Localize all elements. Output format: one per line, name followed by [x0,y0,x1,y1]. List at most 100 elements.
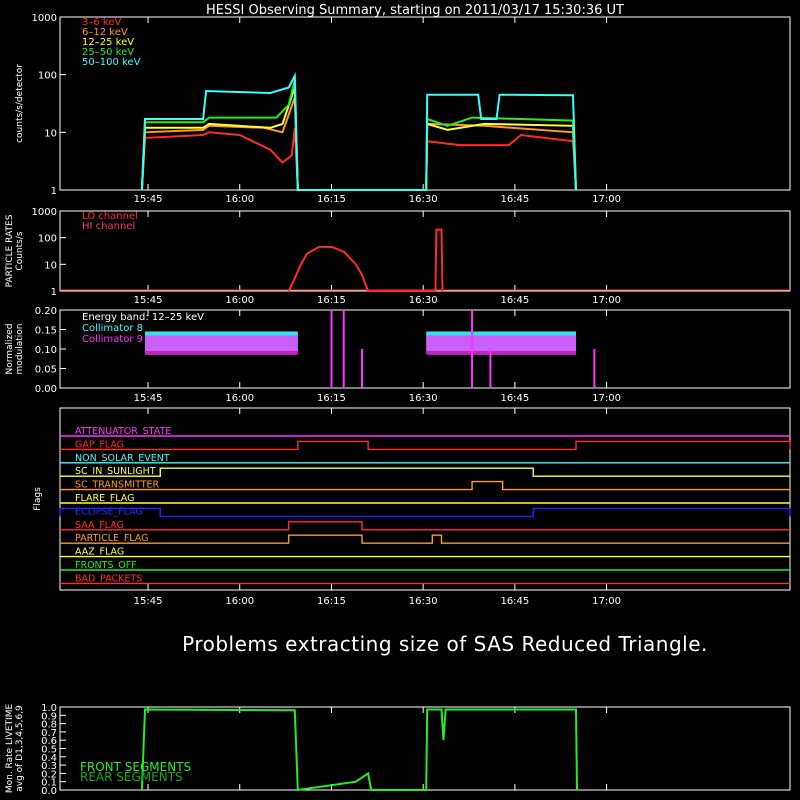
count-rates-frame [59,16,791,191]
y-tick-label: 0.05 [35,365,57,376]
legend-1: REAR SEGMENTS [80,770,183,784]
y-tick-label: 100 [38,71,57,82]
x-tick-label: 16:45 [500,295,529,306]
count-rates-ylabel: counts/s/detector [15,64,25,143]
flag-label: ECLIPSE_FLAG [75,506,143,517]
legend-25-50: 25–50 keV [82,47,134,58]
chart-title: HESSI Observing Summary, starting on 201… [206,3,624,18]
y-tick-label: 0.2 [41,769,57,780]
flag-label: SC_TRANSMITTER [75,480,160,491]
series-50-100 [140,72,577,191]
x-tick-label: 16:30 [409,596,438,607]
panel-livetime: 0.00.10.20.30.40.50.60.70.80.91.0 Mon. Ra… [5,703,791,797]
y-tick-label: 1 [51,186,57,197]
panel-modulation: 0.00 0.05 0.10 0.15 0.20 15:45 16:00 16:15 16:30… [5,306,791,404]
y-tick-label: 1 [51,287,57,298]
flag-label: SAA_FLAG [75,520,124,531]
y-tick-label: 1.0 [41,703,57,714]
y-tick-label: 0.9 [41,711,57,722]
flag-label: ATTENUATOR_STATE [75,426,171,437]
x-tick-label: 16:30 [409,393,438,404]
series-12-25 [140,87,577,191]
flags-frame [59,407,791,591]
panel-particle-rates: 1 10 100 1000 15:45 16:00 16:15 16:30 16:45 17:00… [5,207,791,306]
x-tick-label: 16:30 [409,295,438,306]
legend-1: HI channel [82,221,135,232]
x-tick-label: 17:00 [592,393,621,404]
x-tick-label: 16:15 [317,393,346,404]
flag-line [60,467,790,477]
flag-label: PARTICLE_FLAG [75,533,148,544]
y-tick-label: 0.00 [35,384,57,395]
x-tick-label: 17:00 [592,194,621,205]
legend-3-6: 3–6 keV [82,17,121,28]
panel-count-rates: 1 10 100 1000 15:45 16:00 16:15 16:30 16:45 17:00… [15,13,791,205]
series-25-50 [140,80,577,191]
flag-line [60,521,790,531]
y-tick-label: 10 [44,260,57,271]
panel-flags: 15:45 16:00 16:15 16:30 16:45 17:00 Flags ATTEN… [33,407,791,607]
livetime-ylabel-line: avg of D1,3,4,5,6,9 [15,705,25,792]
x-tick-label: 16:15 [317,295,346,306]
flag-label: FRONTS_OFF [75,560,137,571]
legend-0: FRONT SEGMENTS [80,760,191,774]
y-tick-label: 0.15 [35,326,57,337]
x-tick-label: 15:45 [134,295,163,306]
series-lo-channel [287,228,444,292]
flags-ylabel-line: Flags [33,487,43,511]
x-tick-label: 15:45 [134,393,163,404]
particle-rates-ylabel: PARTICLE RATES Counts/s [5,214,25,287]
y-tick-label: 0.20 [35,306,57,317]
legend-50-100: 50–100 keV [82,57,141,68]
y-tick-label: 0.0 [41,786,57,797]
legend-6-12: 6–12 keV [82,27,128,38]
legend-50-100: Collimator 8 [82,323,143,334]
legend-12-25: 12–25 keV [82,37,134,48]
count-rates-ylabel-line: counts/s/detector [15,64,25,143]
flag-label: GAP_FLAG [75,439,124,450]
flag-line [59,507,791,518]
flag-line [60,534,790,544]
y-tick-label: 0.6 [41,736,57,747]
x-tick-label: 17:00 [592,295,621,306]
series-3-6 [140,127,577,191]
livetime-ylabel-line: Mon. Rate LIVETIME [5,704,15,794]
particle-rates-ylabel-line: Counts/s [15,231,25,270]
x-tick-label: 16:15 [317,596,346,607]
x-tick-label: 17:00 [592,596,621,607]
modulation-ylabel: Normalized modulation [5,323,25,374]
x-tick-label: 16:00 [225,295,254,306]
x-tick-label: 16:00 [225,194,254,205]
x-tick-label: 15:45 [134,596,163,607]
x-tick-label: 16:15 [317,194,346,205]
y-tick-label: 10 [44,128,57,139]
x-tick-label: 16:45 [500,194,529,205]
x-tick-label: 15:45 [134,194,163,205]
flag-label: SC_IN_SUNLIGHT [75,466,156,477]
y-tick-label: 0.4 [41,753,57,764]
flag-label: NON_SOLAR_EVENT [75,453,170,464]
y-tick-label: 1000 [32,13,57,24]
livetime-ylabel: Mon. Rate LIVETIME avg of D1,3,4,5,6,9 [5,704,25,794]
modulation-band-magenta [426,335,577,355]
x-tick-label: 16:30 [409,194,438,205]
y-tick-label: 1000 [32,207,57,218]
legend-0: LO channel [82,211,138,222]
y-tick-label: 0.7 [41,728,57,739]
flags-ylabel: Flags [33,487,43,511]
x-tick-label: 16:00 [225,393,254,404]
y-tick-label: 0.5 [41,745,57,756]
x-tick-label: 16:45 [500,596,529,607]
y-tick-label: 0.3 [41,761,57,772]
modulation-ylabel-line: modulation [15,324,25,375]
y-tick-label: 0.8 [41,720,57,731]
y-tick-label: 0.1 [41,778,57,789]
flag-label: AAZ_FLAG [75,547,124,558]
particle-rates-ylabel-line: PARTICLE RATES [5,214,15,287]
y-tick-label: 100 [38,234,57,245]
x-tick-label: 16:45 [500,393,529,404]
flag-label: FLARE_FLAG [75,493,135,504]
flag-line [60,440,791,451]
flag-label: BAD_PACKETS [75,573,142,584]
